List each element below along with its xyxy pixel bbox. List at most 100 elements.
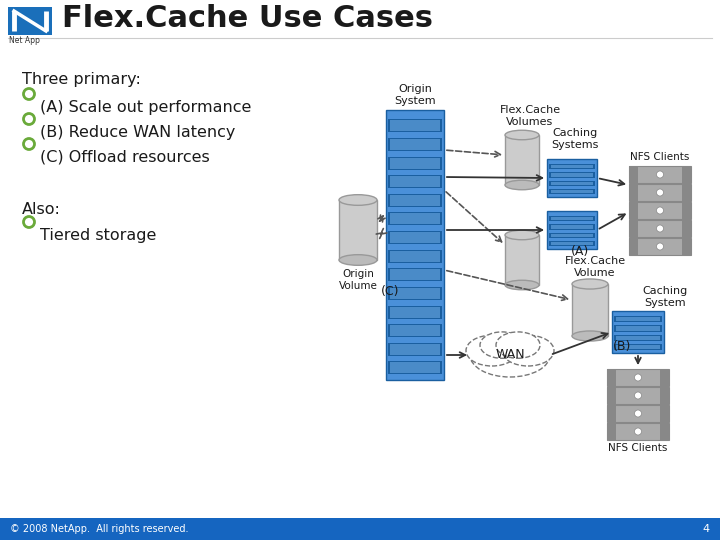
Bar <box>505 235 539 285</box>
Bar <box>549 224 595 230</box>
Bar <box>682 202 691 219</box>
Bar <box>551 233 593 237</box>
Ellipse shape <box>572 279 608 289</box>
Bar <box>386 110 444 380</box>
Bar <box>390 307 440 318</box>
Text: (B): (B) <box>613 340 631 353</box>
Bar <box>549 164 595 169</box>
Ellipse shape <box>496 332 540 359</box>
Ellipse shape <box>339 255 377 265</box>
Text: Caching
Systems: Caching Systems <box>552 129 599 150</box>
Bar <box>629 238 639 255</box>
Circle shape <box>634 374 642 381</box>
Bar <box>390 232 440 243</box>
Bar <box>682 166 691 183</box>
Bar <box>505 135 539 185</box>
Bar <box>607 387 669 404</box>
Bar <box>629 202 639 219</box>
Bar <box>551 225 593 228</box>
Bar <box>390 176 440 187</box>
Bar <box>551 190 593 193</box>
Bar <box>549 172 595 178</box>
Text: © 2008 NetApp.  All rights reserved.: © 2008 NetApp. All rights reserved. <box>10 524 189 534</box>
Bar <box>551 217 593 220</box>
Bar <box>388 287 442 300</box>
Text: 4: 4 <box>703 524 710 534</box>
Text: Also:: Also: <box>22 202 61 217</box>
Bar <box>388 138 442 151</box>
Bar <box>390 362 440 374</box>
Bar <box>629 184 691 201</box>
Ellipse shape <box>470 333 550 377</box>
Circle shape <box>634 392 642 399</box>
Bar <box>388 157 442 170</box>
Bar <box>607 369 616 386</box>
Bar <box>388 194 442 207</box>
Bar <box>616 327 660 330</box>
Bar <box>614 316 662 322</box>
Bar <box>682 220 691 237</box>
Bar <box>629 166 639 183</box>
Bar <box>549 189 595 194</box>
Circle shape <box>657 171 664 178</box>
Ellipse shape <box>572 331 608 341</box>
Bar <box>614 344 662 350</box>
Bar <box>572 284 608 336</box>
Bar <box>607 423 616 440</box>
Bar <box>551 242 593 246</box>
Bar <box>388 324 442 337</box>
Circle shape <box>657 207 664 214</box>
Circle shape <box>657 189 664 196</box>
Bar <box>549 180 595 186</box>
Circle shape <box>657 243 664 250</box>
Bar <box>390 120 440 131</box>
Ellipse shape <box>505 280 539 290</box>
Text: (A): (A) <box>571 245 589 258</box>
Bar <box>547 211 597 249</box>
Text: Flex.Cache
Volume: Flex.Cache Volume <box>564 256 626 278</box>
Bar <box>551 165 593 168</box>
Bar <box>388 212 442 225</box>
Bar <box>390 195 440 206</box>
Bar <box>607 405 616 422</box>
Text: Flex.Cache Use Cases: Flex.Cache Use Cases <box>62 4 433 33</box>
Bar <box>388 306 442 319</box>
Bar <box>549 215 595 221</box>
Bar <box>547 159 597 197</box>
Bar <box>660 387 669 404</box>
Text: Origin
System: Origin System <box>394 84 436 106</box>
Bar <box>390 213 440 225</box>
Bar <box>388 343 442 356</box>
Bar <box>551 181 593 185</box>
Text: Net App: Net App <box>9 36 40 45</box>
Bar <box>390 251 440 262</box>
Bar <box>616 336 660 340</box>
Bar <box>339 200 377 260</box>
Bar <box>629 220 691 237</box>
Text: Flex.Cache
Volumes: Flex.Cache Volumes <box>500 105 561 127</box>
Bar <box>390 158 440 168</box>
Bar <box>390 139 440 150</box>
Bar <box>390 344 440 355</box>
Bar <box>629 166 691 183</box>
Text: WAN: WAN <box>495 348 525 361</box>
Circle shape <box>634 428 642 435</box>
Text: Tiered storage: Tiered storage <box>40 228 156 243</box>
Bar <box>549 233 595 238</box>
Bar <box>682 184 691 201</box>
Bar <box>388 361 442 374</box>
Bar <box>629 220 639 237</box>
Bar <box>607 387 616 404</box>
Bar <box>551 173 593 177</box>
Text: Caching
System: Caching System <box>642 286 688 308</box>
Text: NFS Clients: NFS Clients <box>608 443 667 453</box>
Bar <box>549 241 595 246</box>
Bar <box>390 269 440 280</box>
Bar <box>0 518 720 540</box>
Circle shape <box>657 225 664 232</box>
Bar <box>614 335 662 341</box>
Text: (B) Reduce WAN latency: (B) Reduce WAN latency <box>40 125 235 140</box>
Ellipse shape <box>339 195 377 205</box>
Bar <box>607 405 669 422</box>
Bar <box>616 317 660 321</box>
